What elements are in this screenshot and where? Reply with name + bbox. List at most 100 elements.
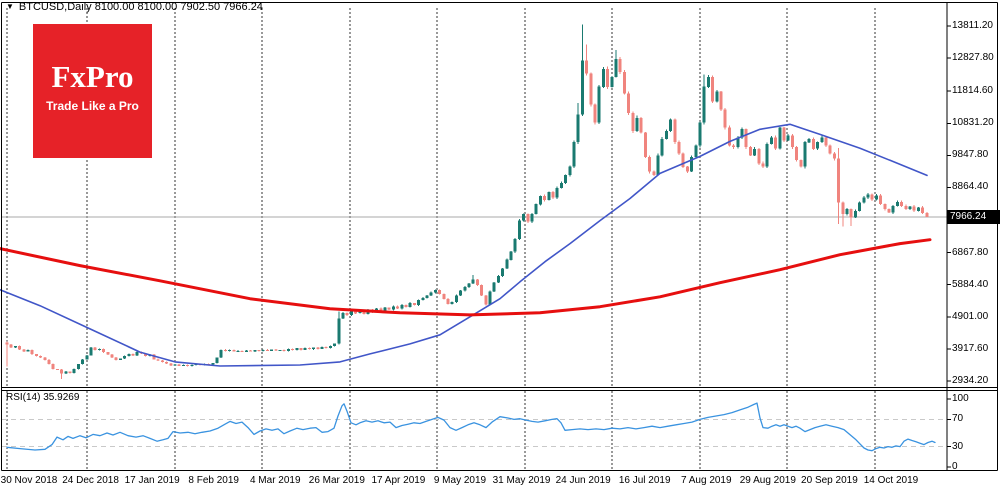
- chart-title: ▼ BTCUSD,Daily 8100.00 8100.00 7902.50 79…: [6, 1, 263, 13]
- candle-bear: [354, 311, 358, 314]
- candle-bear: [379, 308, 383, 311]
- candle-bull: [509, 251, 513, 260]
- candle-bear: [299, 348, 303, 350]
- candle-bull: [753, 148, 757, 156]
- candle-bear: [5, 342, 9, 345]
- date-axis-label: 17 Apr 2019: [371, 475, 426, 486]
- candle-bull: [417, 299, 421, 306]
- candle-bull: [555, 187, 559, 198]
- candle-bear: [799, 160, 803, 167]
- candle-bull: [76, 364, 80, 370]
- candle-bull: [408, 303, 412, 307]
- candle-bear: [93, 347, 97, 351]
- candle-bull: [614, 59, 618, 77]
- candle-bear: [593, 104, 597, 123]
- candle-bear: [887, 209, 891, 213]
- candle-bear: [811, 139, 815, 149]
- candle-bear: [39, 356, 43, 358]
- candle-bear: [144, 353, 148, 356]
- candle-bear: [828, 145, 832, 154]
- candle-bear: [719, 91, 723, 110]
- date-axis-label: 30 Nov 2018: [0, 475, 58, 486]
- candle-bear: [114, 357, 118, 360]
- candle-bear: [387, 307, 391, 310]
- candle-bull: [261, 349, 265, 352]
- candle-bear: [627, 93, 631, 113]
- candle-bull: [534, 204, 538, 214]
- price-axis-label: 4901.00: [952, 310, 989, 322]
- candle-bull: [467, 283, 471, 288]
- date-axis-label: 20 Sep 2019: [801, 475, 858, 486]
- candle-bull: [891, 205, 895, 213]
- rsi-axis-label: 0: [952, 461, 958, 472]
- candle-bull: [698, 122, 702, 146]
- candle-bull: [194, 364, 198, 366]
- candle-bull: [702, 86, 706, 123]
- candle-bull: [576, 114, 580, 143]
- candle-bull: [270, 349, 274, 351]
- candle-bull: [13, 346, 17, 348]
- candle-bull: [383, 307, 387, 311]
- candle-bull: [690, 156, 694, 172]
- candle-bear: [870, 194, 874, 200]
- price-axis-label: 5884.40: [952, 278, 989, 290]
- candle-bull: [89, 347, 93, 356]
- date-axis-label: 16 Jul 2019: [618, 475, 671, 486]
- candle-bull: [228, 350, 232, 352]
- candle-bull: [656, 155, 660, 175]
- candle-bear: [832, 153, 836, 159]
- collapse-triangle-icon[interactable]: ▼: [6, 2, 14, 11]
- candle-bear: [475, 279, 479, 285]
- price-axis-label: 13811.20: [952, 20, 993, 31]
- price-axis-label: 2934.20: [952, 375, 989, 386]
- candle-bear: [442, 294, 446, 299]
- candle-bull: [816, 142, 820, 149]
- candle-bear: [396, 306, 400, 309]
- date-axis-label: 7 Aug 2019: [680, 475, 732, 486]
- candle-bear: [841, 202, 845, 214]
- candle-bull: [517, 220, 521, 240]
- fxpro-logo: FxPro Trade Like a Pro: [33, 24, 152, 158]
- candle-bull: [866, 194, 870, 198]
- candle-bear: [761, 163, 765, 167]
- ma-slow-line: [0, 238, 932, 317]
- candle-bull: [190, 365, 194, 367]
- candle-bear: [102, 348, 106, 353]
- date-axis-label: 4 Mar 2019: [249, 475, 301, 486]
- candle-bull: [72, 369, 76, 373]
- candle-bear: [186, 364, 190, 367]
- candle-bear: [589, 73, 593, 105]
- candle-bear: [585, 60, 589, 74]
- candle-bear: [925, 213, 929, 217]
- candle-bull: [135, 352, 139, 356]
- candle-bull: [211, 363, 215, 365]
- price-axis-label: 10831.20: [952, 117, 994, 129]
- candle-bull: [421, 297, 425, 300]
- date-axis-label: 14 Oct 2019: [863, 475, 919, 486]
- candle-bear: [774, 137, 778, 149]
- candle-bull: [450, 302, 454, 305]
- candle-bear: [639, 117, 643, 133]
- rsi-axis-label: 70: [952, 413, 964, 425]
- candle-bear: [55, 369, 59, 371]
- candle-bear: [110, 354, 114, 358]
- candle-bull: [874, 195, 878, 200]
- candle-bull: [845, 209, 849, 214]
- candle-bull: [328, 346, 332, 349]
- candle-bear: [677, 142, 681, 154]
- candle-bear: [324, 346, 328, 349]
- candle-bear: [232, 350, 236, 352]
- rsi-axis-label: 30: [952, 440, 964, 452]
- candle-bull: [303, 347, 307, 350]
- candle-bear: [438, 290, 442, 294]
- candle-bear: [282, 350, 286, 352]
- candle-bear: [837, 158, 841, 203]
- candle-bear: [921, 207, 925, 213]
- candle-bull: [123, 356, 127, 359]
- candle-bull: [778, 127, 782, 149]
- candle-bear: [43, 357, 47, 360]
- price-axis-label: 3917.60: [952, 342, 989, 354]
- candle-bear: [345, 312, 349, 316]
- candle-bull: [459, 290, 463, 296]
